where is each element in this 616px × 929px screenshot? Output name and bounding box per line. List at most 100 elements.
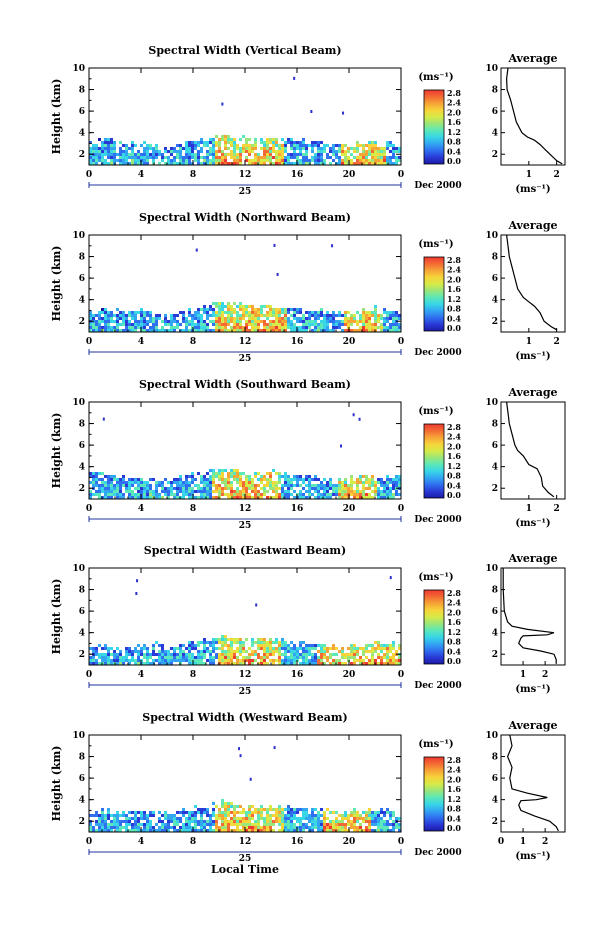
- heatmap-cell: [353, 320, 356, 323]
- heatmap-cell: [371, 817, 374, 820]
- heatmap-cell: [287, 317, 290, 320]
- heatmap-cell: [248, 314, 251, 317]
- colorbar-tick-label: 2.8: [447, 255, 461, 265]
- heatmap-cell: [224, 159, 227, 162]
- heatmap-cell: [251, 662, 254, 665]
- heatmap-cell: [155, 490, 158, 493]
- heatmap-cell: [191, 641, 194, 644]
- noise-point: [135, 592, 138, 596]
- heatmap-cell: [374, 814, 377, 817]
- heatmap-cell: [302, 487, 305, 490]
- heatmap-cell: [350, 329, 353, 332]
- heatmap-cell: [368, 326, 371, 329]
- heatmap-cell: [284, 320, 287, 323]
- heatmap-cell: [380, 159, 383, 162]
- heatmap-cell: [269, 472, 272, 475]
- heatmap-cell: [293, 147, 296, 150]
- heatmap-cell: [353, 317, 356, 320]
- average-frame: [500, 401, 566, 500]
- heatmap-cell: [224, 311, 227, 314]
- heatmap-cell: [287, 153, 290, 156]
- heatmap-cell: [245, 817, 248, 820]
- heatmap-cell: [104, 329, 107, 332]
- heatmap-cell: [176, 481, 179, 484]
- heatmap-cell: [272, 320, 275, 323]
- heatmap-cell: [215, 150, 218, 153]
- heatmap-cell: [284, 329, 287, 332]
- heatmap-cell: [149, 820, 152, 823]
- heatmap-cell: [281, 323, 284, 326]
- heatmap-cell: [383, 811, 386, 814]
- heatmap-cell: [122, 311, 125, 314]
- heatmap-cell: [326, 659, 329, 662]
- heatmap-cell: [116, 662, 119, 665]
- heatmap-cell: [263, 162, 266, 165]
- heatmap-cell: [242, 144, 245, 147]
- heatmap-cell: [206, 323, 209, 326]
- heatmap-cell: [104, 159, 107, 162]
- heatmap-cell: [254, 144, 257, 147]
- heatmap-cell: [209, 656, 212, 659]
- heatmap-cell: [218, 320, 221, 323]
- heatmap-cell: [110, 647, 113, 650]
- avg-y-tick-label: 6: [492, 607, 498, 617]
- y-tick-label: 6: [79, 774, 85, 784]
- heatmap-cell: [248, 493, 251, 496]
- heatmap-cell: [197, 829, 200, 832]
- heatmap-cell: [362, 326, 365, 329]
- heatmap-cell: [266, 323, 269, 326]
- heatmap-cell: [158, 826, 161, 829]
- heatmap-cell: [149, 484, 152, 487]
- heatmap-cell: [200, 156, 203, 159]
- heatmap-cell: [371, 659, 374, 662]
- heatmap-cell: [179, 323, 182, 326]
- heatmap-cell: [236, 481, 239, 484]
- heatmap-cell: [200, 320, 203, 323]
- heatmap-cell: [350, 493, 353, 496]
- heatmap-cell: [89, 481, 92, 484]
- heatmap-cell: [338, 478, 341, 481]
- heatmap-cell: [302, 147, 305, 150]
- heatmap-cell: [335, 823, 338, 826]
- heatmap-cell: [266, 147, 269, 150]
- heatmap-cell: [386, 317, 389, 320]
- heatmap-cell: [104, 138, 107, 141]
- heatmap-cell: [122, 314, 125, 317]
- heatmap-cell: [143, 653, 146, 656]
- heatmap-cell: [173, 493, 176, 496]
- heatmap-cell: [299, 656, 302, 659]
- heatmap-cell: [269, 653, 272, 656]
- heatmap-cell: [323, 314, 326, 317]
- heatmap-cell: [392, 826, 395, 829]
- heatmap-cell: [278, 650, 281, 653]
- heatmap-cell: [290, 329, 293, 332]
- heatmap-cell: [269, 641, 272, 644]
- heatmap-cell: [302, 641, 305, 644]
- heatmap-cell: [173, 147, 176, 150]
- heatmap-cell: [383, 823, 386, 826]
- heatmap-cell: [149, 311, 152, 314]
- heatmap-cell: [107, 147, 110, 150]
- heatmap-cell: [290, 138, 293, 141]
- heatmap-cell: [152, 493, 155, 496]
- heatmap-cell: [392, 641, 395, 644]
- heatmap-cell: [161, 653, 164, 656]
- heatmap-cell: [338, 326, 341, 329]
- heatmap-cell: [326, 323, 329, 326]
- heatmap-cell: [359, 817, 362, 820]
- heatmap-cell: [362, 320, 365, 323]
- heatmap-cell: [389, 487, 392, 490]
- heatmap-cell: [326, 320, 329, 323]
- heatmap-cell: [185, 326, 188, 329]
- heatmap-cell: [161, 656, 164, 659]
- heatmap-cell: [101, 814, 104, 817]
- heatmap-cell: [149, 656, 152, 659]
- heatmap-cell: [347, 490, 350, 493]
- heatmap-cell: [383, 311, 386, 314]
- heatmap-cell: [263, 490, 266, 493]
- heatmap-cell: [197, 156, 200, 159]
- heatmap-cell: [260, 814, 263, 817]
- heatmap-cell: [266, 138, 269, 141]
- heatmap-cell: [317, 484, 320, 487]
- heatmap-cell: [269, 311, 272, 314]
